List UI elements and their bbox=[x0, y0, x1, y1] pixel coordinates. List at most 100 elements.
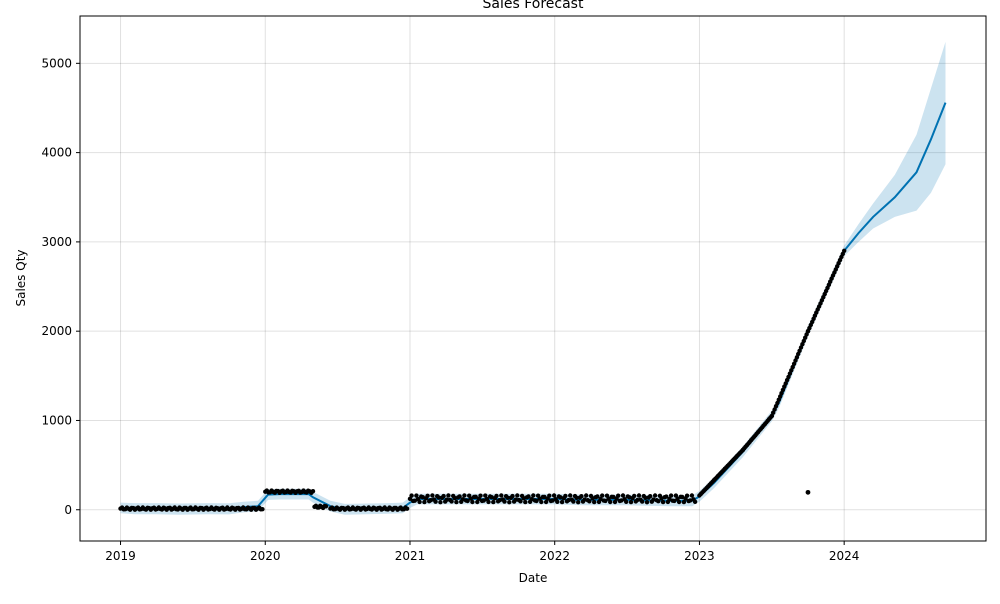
actual-point bbox=[692, 499, 698, 504]
actual-point bbox=[433, 499, 438, 504]
actual-point bbox=[430, 493, 435, 498]
actual-point bbox=[587, 499, 592, 504]
actual-point bbox=[780, 387, 786, 393]
actual-point bbox=[783, 381, 788, 386]
actual-point bbox=[510, 493, 515, 499]
actual-point bbox=[457, 494, 462, 499]
actual-point bbox=[779, 391, 784, 396]
actual-point bbox=[537, 496, 542, 501]
actual-point bbox=[798, 345, 804, 350]
actual-point bbox=[470, 499, 475, 505]
x-tick-label: 2023 bbox=[684, 549, 715, 563]
actual-point bbox=[499, 493, 504, 498]
actual-point bbox=[441, 493, 446, 499]
actual-point bbox=[643, 495, 648, 500]
x-tick-label: 2020 bbox=[250, 549, 281, 563]
actual-point bbox=[684, 493, 690, 498]
actual-point bbox=[600, 493, 605, 498]
actual-point bbox=[422, 499, 427, 505]
actual-point bbox=[513, 497, 518, 502]
x-tick-label: 2022 bbox=[539, 549, 570, 563]
actual-point bbox=[507, 500, 512, 505]
actual-point bbox=[494, 493, 499, 499]
actual-point bbox=[775, 400, 780, 406]
y-axis-label: Sales Qty bbox=[14, 249, 28, 306]
actual-point bbox=[624, 499, 629, 504]
plot-frame bbox=[79, 15, 987, 542]
actual-point bbox=[468, 496, 473, 501]
actual-point bbox=[776, 397, 781, 402]
actual-point bbox=[465, 498, 470, 504]
actual-point bbox=[449, 499, 454, 504]
actual-point bbox=[803, 335, 808, 340]
actual-point bbox=[791, 361, 797, 366]
actual-point bbox=[794, 355, 800, 360]
y-tick-label: 3000 bbox=[41, 235, 72, 249]
actual-point bbox=[436, 495, 441, 500]
actual-point bbox=[606, 496, 611, 501]
actual-point bbox=[648, 494, 653, 499]
actual-point bbox=[543, 499, 549, 505]
actual-point bbox=[505, 495, 510, 500]
actual-point bbox=[438, 500, 443, 505]
actual-point bbox=[620, 493, 626, 498]
actual-point bbox=[563, 493, 568, 499]
actual-point bbox=[786, 374, 791, 380]
actual-point bbox=[660, 499, 666, 505]
axis-layer: 2019 2020 2021 2022 2023 2024 0 1000 2000 3000 400… bbox=[41, 56, 859, 563]
y-tick-label: 5000 bbox=[41, 56, 72, 70]
x-tick-label: 2019 bbox=[105, 549, 136, 563]
actual-point bbox=[664, 494, 669, 499]
actual-point bbox=[797, 348, 802, 353]
actual-point bbox=[681, 499, 687, 505]
actual-point bbox=[486, 499, 491, 505]
actual-point bbox=[668, 493, 674, 498]
actual-point bbox=[462, 493, 467, 498]
actual-point bbox=[640, 499, 645, 504]
actual-point bbox=[652, 493, 658, 498]
actual-point bbox=[409, 493, 414, 498]
y-tick-label: 4000 bbox=[41, 146, 72, 160]
actual-point bbox=[425, 493, 430, 498]
actual-point bbox=[542, 494, 547, 500]
actual-point bbox=[539, 499, 544, 505]
x-tick-label: 2021 bbox=[395, 549, 426, 563]
actual-point bbox=[584, 493, 589, 498]
actual-point bbox=[612, 499, 618, 505]
actual-point bbox=[571, 499, 576, 504]
actual-point bbox=[526, 494, 531, 499]
actual-point bbox=[635, 497, 640, 503]
actual-point bbox=[518, 499, 523, 504]
actual-point bbox=[555, 499, 560, 504]
forecast-uncertainty-band bbox=[120, 41, 946, 515]
actual-point bbox=[772, 407, 777, 412]
actual-point bbox=[323, 504, 329, 509]
actual-points-layer bbox=[118, 248, 847, 512]
actual-point bbox=[656, 499, 661, 504]
actual-point bbox=[628, 499, 634, 505]
actual-point bbox=[531, 493, 536, 498]
actual-point bbox=[444, 497, 449, 502]
actual-point bbox=[787, 371, 793, 376]
actual-outlier-point bbox=[805, 489, 811, 495]
actual-point bbox=[608, 499, 613, 505]
actual-point bbox=[603, 498, 608, 504]
actual-point bbox=[769, 413, 774, 419]
actual-point bbox=[515, 493, 520, 498]
actual-point bbox=[576, 500, 581, 505]
actual-point bbox=[592, 499, 597, 505]
x-tick-label: 2024 bbox=[829, 549, 860, 563]
actual-point bbox=[310, 489, 316, 494]
y-tick-label: 0 bbox=[64, 503, 72, 517]
actual-point bbox=[491, 499, 496, 505]
chart-title: Sales Forecast bbox=[483, 0, 584, 12]
actual-point bbox=[790, 364, 795, 370]
actual-point bbox=[483, 493, 488, 498]
actual-point bbox=[595, 494, 600, 499]
actual-point bbox=[632, 493, 637, 499]
actual-point bbox=[672, 498, 677, 504]
actual-point bbox=[478, 493, 483, 498]
actual-point bbox=[404, 506, 410, 511]
y-tick-label: 1000 bbox=[41, 413, 72, 427]
